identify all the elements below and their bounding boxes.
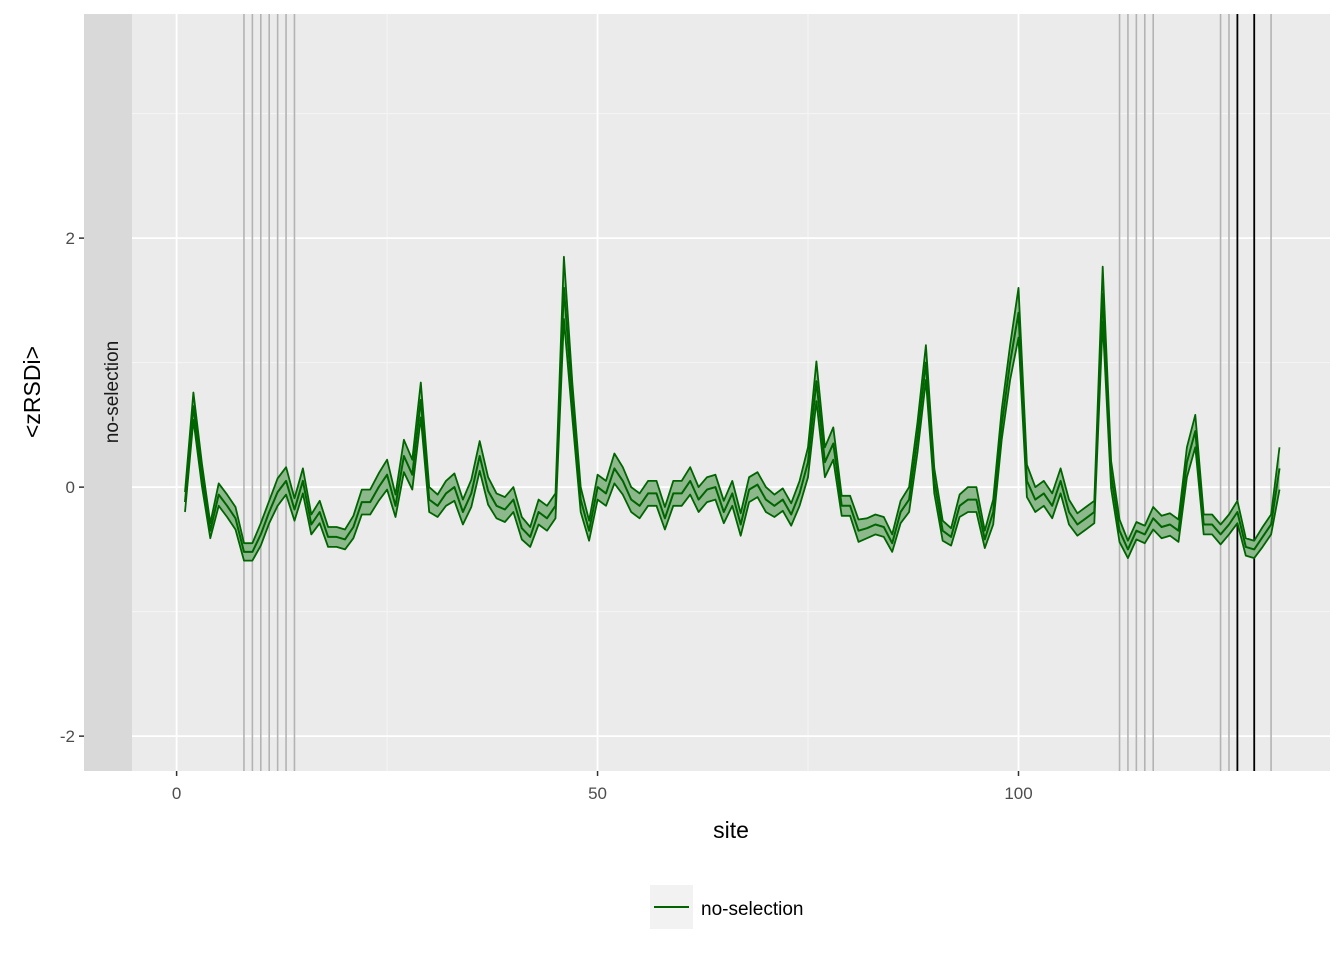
y-axis-title: <zRSDi> (19, 346, 45, 438)
y-tick-label: 2 (66, 229, 75, 248)
x-tick-label: 0 (172, 784, 181, 803)
ribbon-0 (185, 256, 1280, 561)
plot-panel (132, 14, 1330, 771)
series-line-0 (184, 286, 1281, 553)
y-tick-label: 0 (66, 478, 75, 497)
x-axis-ticks: 0 50 100 (172, 771, 1033, 803)
site-marker-lines (243, 14, 1272, 771)
x-tick-label: 50 (588, 784, 607, 803)
x-axis-title: site (713, 817, 749, 843)
facet-strip (84, 14, 132, 771)
series-layer (184, 255, 1281, 562)
facet-strip-label: no-selection (102, 341, 123, 443)
legend-label: no-selection (701, 899, 803, 920)
y-axis-ticks: -2 0 2 (60, 229, 84, 746)
y-tick-label: -2 (60, 727, 75, 746)
legend: no-selection (650, 885, 803, 929)
x-tick-label: 100 (1004, 784, 1032, 803)
